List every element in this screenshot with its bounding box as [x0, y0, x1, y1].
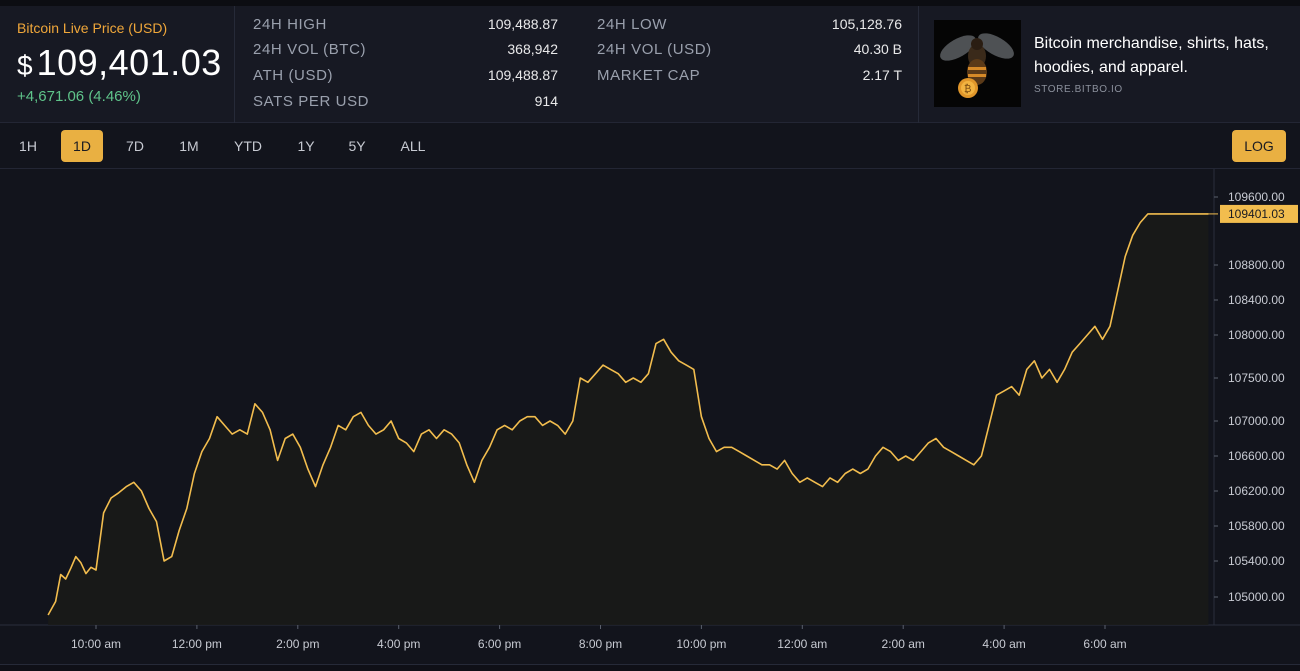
stat-24h-low: 24H LOW 105,128.76: [597, 16, 902, 38]
svg-text:₿: ₿: [964, 83, 971, 95]
stat-ath: ATH (USD) 109,488.87: [253, 67, 558, 89]
promo-title[interactable]: Bitcoin merchandise, shirts, hats, hoodi…: [1034, 35, 1269, 76]
range-1y-button[interactable]: 1Y: [297, 138, 315, 154]
stat-value: 2.17 T: [862, 67, 902, 83]
range-5y-button[interactable]: 5Y: [348, 138, 366, 154]
y-tick-label: 108400.00: [1228, 293, 1285, 307]
x-tick-label: 10:00 am: [71, 637, 121, 651]
price-chart-svg[interactable]: 105000.00 105400.00 105800.00 106200.00 1066…: [0, 169, 1300, 664]
y-tick-label: 109600.00: [1228, 190, 1285, 204]
range-1h-button[interactable]: 1H: [19, 138, 37, 154]
range-1m-button[interactable]: 1M: [179, 138, 199, 154]
wasp-bitcoin-icon[interactable]: ₿: [934, 20, 1021, 107]
stat-label: ATH (USD): [253, 67, 334, 84]
stat-label: 24H LOW: [597, 16, 668, 33]
stat-label: 24H VOL (USD): [597, 41, 712, 58]
y-tick-label: 107500.00: [1228, 371, 1285, 385]
price-line: [47, 213, 1209, 616]
x-tick-label: 10:00 pm: [676, 637, 726, 651]
y-tick-label: 105000.00: [1228, 590, 1285, 604]
y-tick-label: 106600.00: [1228, 449, 1285, 463]
price-title: Bitcoin Live Price (USD): [17, 20, 168, 36]
x-tick-label: 4:00 pm: [377, 637, 420, 651]
y-tick-label: 108000.00: [1228, 328, 1285, 342]
x-tick-label: 4:00 am: [982, 637, 1025, 651]
footer-bar: [0, 664, 1300, 671]
x-tick-label: 2:00 am: [882, 637, 925, 651]
stat-label: 24H HIGH: [253, 16, 327, 33]
x-tick-label: 12:00 am: [777, 637, 827, 651]
x-tick-label: 12:00 pm: [172, 637, 222, 651]
current-price: $ 109,401.03: [17, 42, 234, 84]
range-ytd-button[interactable]: YTD: [234, 138, 262, 154]
range-toolbar: 1H 1D 7D 1M YTD 1Y 5Y ALL LOG: [0, 123, 1300, 169]
range-7d-button[interactable]: 7D: [126, 138, 144, 154]
y-tick-label: 105800.00: [1228, 519, 1285, 533]
stat-value: 109,488.87: [487, 16, 558, 32]
price-area-fill: [48, 213, 1209, 625]
stat-24h-high: 24H HIGH 109,488.87: [253, 16, 558, 38]
merch-promo[interactable]: ₿ Bitcoin merchandise, shirts, hats, hoo…: [918, 6, 1300, 123]
stat-24h-vol-btc: 24H VOL (BTC) 368,942: [253, 41, 558, 63]
currency-symbol: $: [17, 50, 33, 81]
y-tick-label: 106200.00: [1228, 484, 1285, 498]
x-tick-label: 6:00 am: [1083, 637, 1126, 651]
x-tick-label: 2:00 pm: [276, 637, 319, 651]
price-chart[interactable]: 105000.00 105400.00 105800.00 106200.00 1066…: [0, 169, 1300, 671]
stat-value: 40.30 B: [853, 41, 902, 57]
x-tick-label: 6:00 pm: [478, 637, 521, 651]
log-scale-button[interactable]: LOG: [1232, 130, 1286, 162]
range-1d-button[interactable]: 1D: [61, 130, 103, 162]
stat-value: 105,128.76: [831, 16, 902, 32]
price-summary: Bitcoin Live Price (USD) $ 109,401.03 +4…: [0, 6, 234, 123]
stat-value: 914: [534, 93, 558, 109]
price-header: Bitcoin Live Price (USD) $ 109,401.03 +4…: [0, 6, 1300, 123]
divider: [918, 6, 919, 123]
stat-sats-per-usd: SATS PER USD 914: [253, 93, 558, 115]
stat-value: 368,942: [507, 41, 558, 57]
divider: [234, 6, 235, 123]
range-all-button[interactable]: ALL: [400, 138, 426, 154]
x-tick-label: 8:00 pm: [579, 637, 622, 651]
price-value: 109,401.03: [36, 42, 222, 83]
stat-label: SATS PER USD: [253, 93, 370, 110]
last-price-badge: [1220, 204, 1298, 223]
price-change: +4,671.06 (4.46%): [17, 88, 141, 105]
top-strip: [0, 0, 1300, 6]
y-tick-label: 108800.00: [1228, 258, 1285, 272]
stat-label: MARKET CAP: [597, 67, 701, 84]
y-tick-label: 107000.00: [1228, 414, 1285, 428]
y-tick-label: 105400.00: [1228, 554, 1285, 568]
stat-24h-vol-usd: 24H VOL (USD) 40.30 B: [597, 41, 902, 63]
promo-url[interactable]: STORE.BITBO.IO: [1034, 84, 1123, 95]
stat-market-cap: MARKET CAP 2.17 T: [597, 67, 902, 89]
stat-label: 24H VOL (BTC): [253, 41, 367, 58]
last-price-label: 109401.03: [1228, 207, 1285, 221]
stat-value: 109,488.87: [487, 67, 558, 83]
